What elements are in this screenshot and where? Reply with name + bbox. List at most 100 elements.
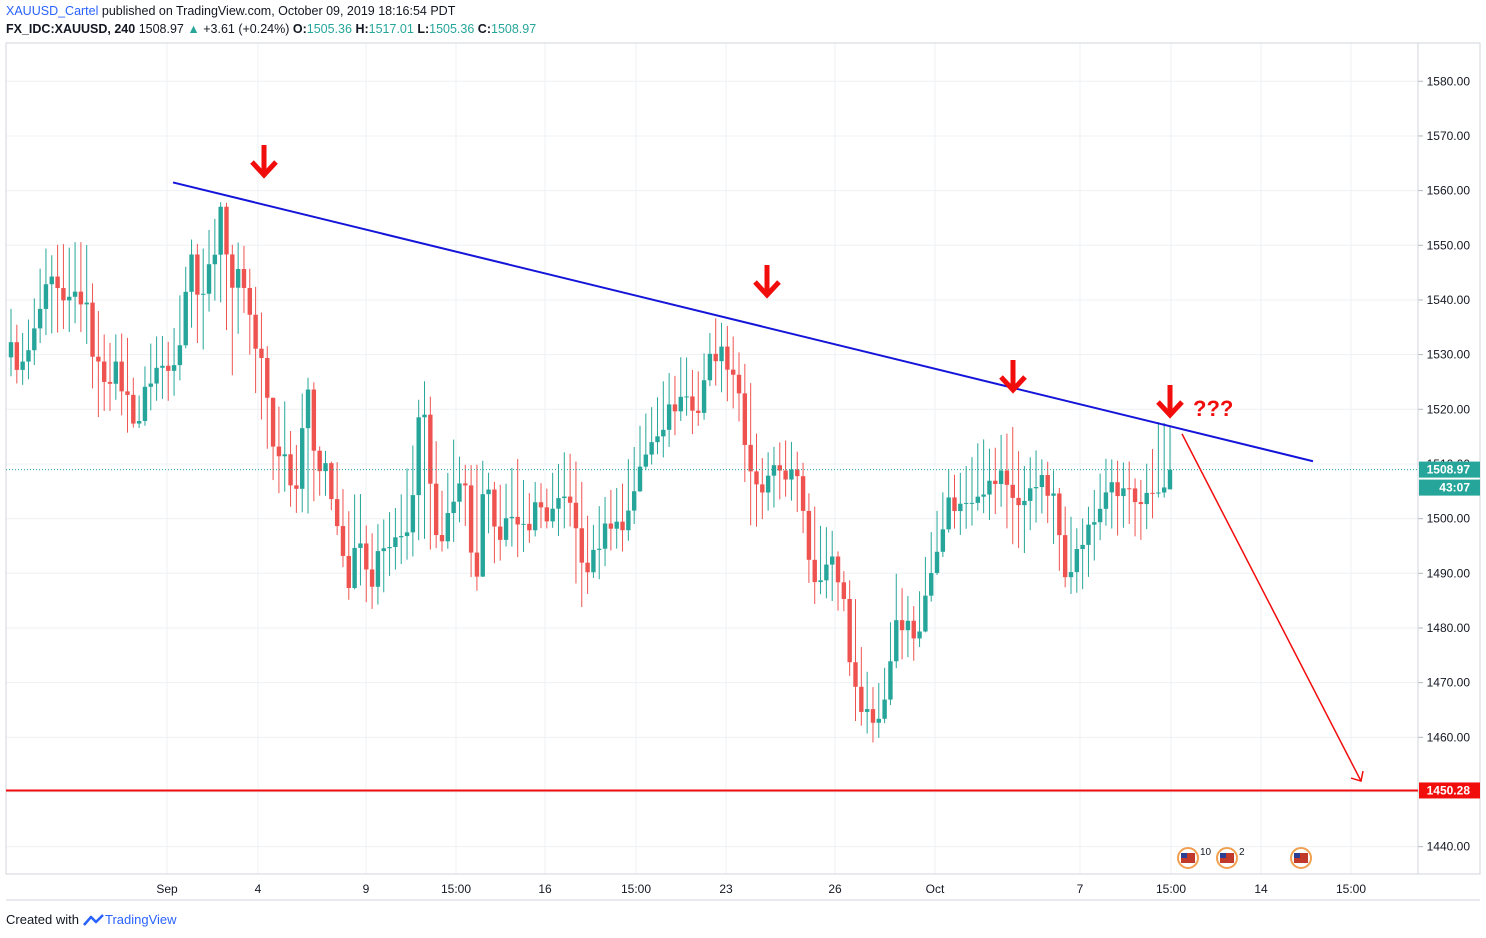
candle-body [480,494,485,577]
countdown-label: 43:07 [1439,481,1470,495]
candle-body [1132,488,1138,503]
candle-body [818,580,823,583]
candle-body [870,709,876,723]
candle-body [940,529,946,552]
candle-body [771,465,777,476]
candle-body [521,523,526,525]
candle-body [591,549,596,573]
candle-body [765,475,771,493]
author-link[interactable]: XAUUSD_Cartel [6,4,99,18]
candle-body [748,444,753,472]
candle-body [311,389,317,451]
candle-body [888,661,893,700]
candle-body [719,346,724,362]
y-tick-label: 1550.00 [1427,238,1471,252]
candle-body [387,547,392,549]
candle-body [26,350,31,362]
candle-body [486,489,491,495]
high-value: 1517.01 [368,22,414,36]
candle-body [492,489,497,527]
published-text: published on TradingView.com, October 09… [101,4,456,18]
down-arrow-icon [250,145,278,179]
y-tick-label: 1580.00 [1427,74,1471,88]
y-tick-label: 1460.00 [1427,730,1471,744]
candle-body [1150,492,1155,494]
candle-body [532,502,538,531]
tradingview-brand[interactable]: TradingView [83,912,177,927]
publish-info: XAUUSD_Cartel published on TradingView.c… [6,4,455,18]
candle-body [620,521,625,531]
candle-body [538,502,544,508]
candle-body [929,573,934,596]
candle-body [329,463,334,500]
candle-body [200,293,206,295]
candle-body [859,686,864,712]
x-tick-label: 15:00 [1336,882,1366,896]
candle-body [655,436,660,443]
candle-body [730,369,736,375]
countdown-label-bg [1419,479,1480,496]
support-price-label: 1450.28 [1427,783,1471,797]
close-value: 1508.97 [491,22,537,36]
candle-body [282,454,287,457]
candle-body [1115,482,1120,497]
last-price-label-bg [1419,461,1480,478]
flag-stripes [1181,853,1195,863]
candle-body [8,342,14,358]
candle-body [1051,493,1056,496]
candle-body [1010,484,1015,498]
candle-body [49,276,54,285]
candle-body [841,582,847,599]
event-count-badge: 10 [1200,847,1212,858]
y-tick-label: 1520.00 [1427,402,1471,416]
candle-body [270,397,276,447]
candle-body [72,291,78,297]
candle-body [1045,475,1050,496]
y-tick-label: 1570.00 [1427,129,1471,143]
candle-body [457,483,462,502]
candle-body [969,502,975,504]
x-tick-label: Sep [156,882,178,896]
candle-body [96,356,101,362]
candle-body [20,361,25,370]
candle-body [958,503,963,512]
candle-body [1144,492,1149,505]
candle-body [579,528,584,563]
x-tick-label: 9 [363,882,370,896]
candle-body [742,393,748,445]
close-label: C: [477,22,491,36]
candle-body [643,454,649,467]
x-tick-label: 14 [1254,882,1268,896]
candle-body [993,480,998,485]
candle-body [905,620,911,631]
candle-body [876,718,881,723]
candle-body [713,353,718,362]
candle-body [131,394,136,424]
candle-body [433,483,439,536]
candle-body [562,496,567,499]
candle-body [323,463,328,472]
x-tick-label: 15:00 [621,882,651,896]
candle-body [171,365,177,371]
candle-body [90,302,95,357]
candle-body [154,367,159,384]
candle-body [1074,549,1080,573]
candle-body [853,662,858,687]
candle-body [760,484,765,493]
candle-body [544,507,550,522]
candle-body [404,532,410,537]
price-axis-frame [1417,42,1481,875]
candle-body [934,551,940,574]
candle-body [107,381,113,384]
candle-body [899,620,905,631]
x-tick-label: 26 [828,882,842,896]
candle-body [1033,487,1039,489]
candle-body [963,502,969,504]
candle-body [923,595,928,632]
candle-body [1028,488,1033,501]
candle-body [882,699,887,719]
candle-body [369,569,375,587]
y-tick-label: 1440.00 [1427,840,1471,854]
candle-body [300,428,305,489]
